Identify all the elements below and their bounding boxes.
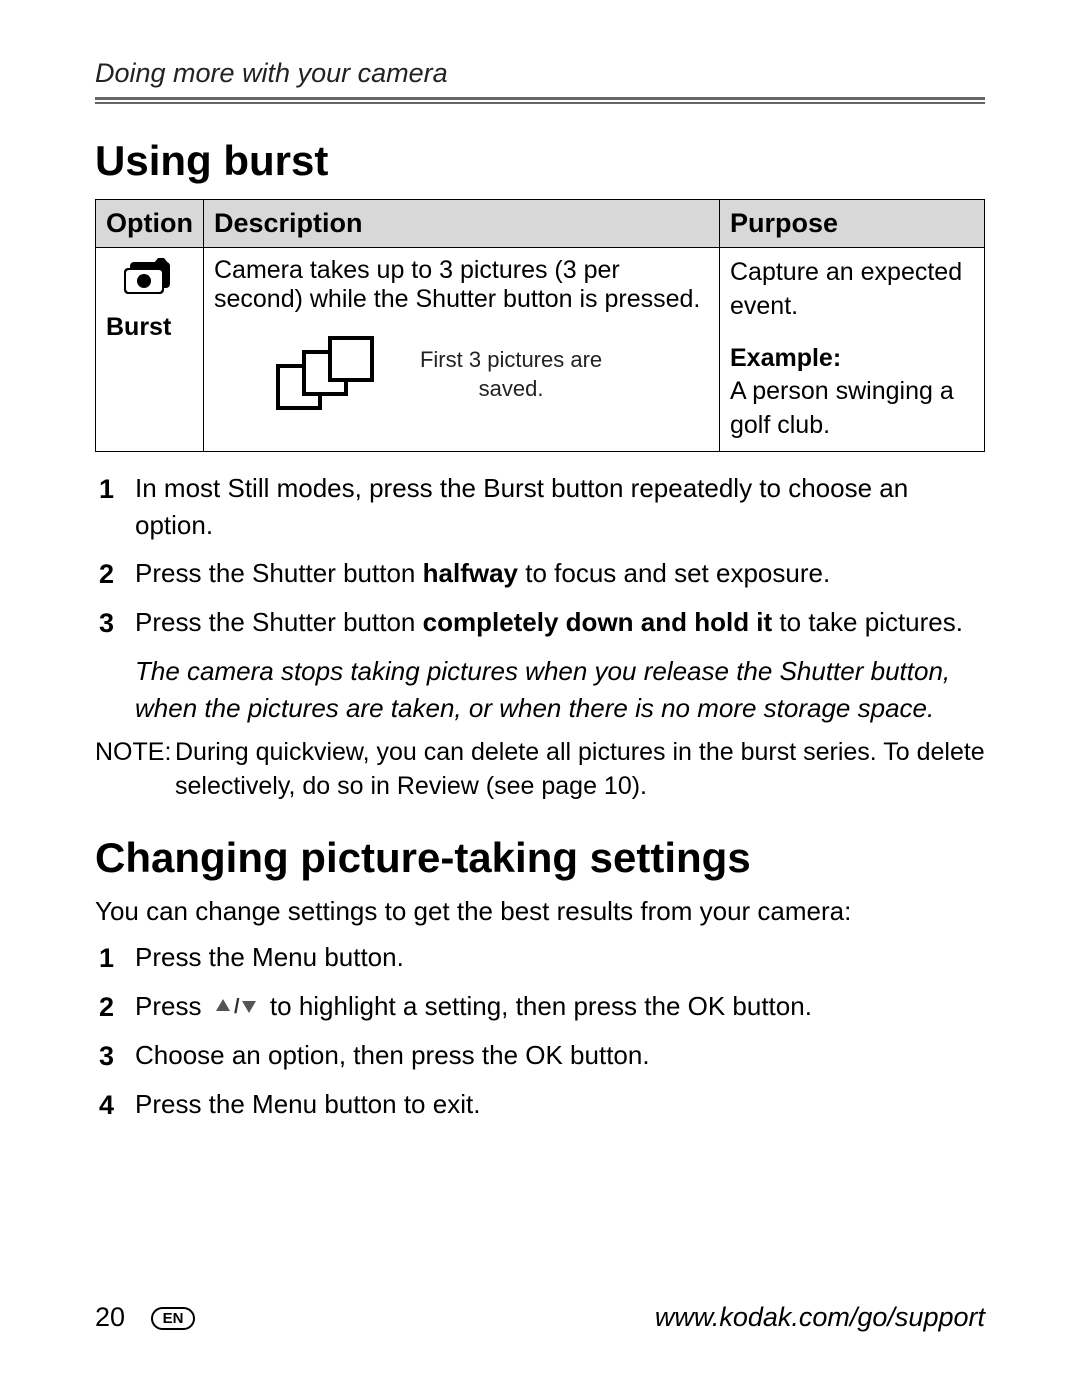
caption-line1: First 3 pictures are bbox=[420, 347, 602, 372]
step-3-text: Press the Shutter button completely down… bbox=[135, 604, 963, 643]
cell-purpose: Capture an expected event. Example: A pe… bbox=[720, 248, 985, 452]
s2-step-2: Press / to highlight a setting, then pre… bbox=[99, 988, 985, 1027]
header-double-rule bbox=[95, 97, 985, 103]
purpose-top: Capture an expected event. bbox=[730, 258, 962, 320]
section2-steps: Press the Menu button. Press / to highli… bbox=[99, 939, 985, 1126]
desc-small-caption: First 3 pictures are saved. bbox=[420, 346, 602, 403]
step-2-text: Press the Shutter button halfway to focu… bbox=[135, 555, 830, 594]
step-1-text: In most Still modes, press the Burst but… bbox=[135, 470, 985, 545]
s2-step-3: Choose an option, then press the OK butt… bbox=[99, 1037, 985, 1076]
italic-note-block: The camera stops taking pictures when yo… bbox=[135, 653, 985, 726]
note-label: NOTE: bbox=[95, 736, 175, 804]
three-rect-stack-icon bbox=[274, 336, 384, 414]
s2-step-4: Press the Menu button to exit. bbox=[99, 1086, 985, 1125]
step-1: In most Still modes, press the Burst but… bbox=[99, 470, 985, 545]
s2-step2-text: Press / to highlight a setting, then pre… bbox=[135, 988, 812, 1027]
s2-step2-suffix: to highlight a setting, then press the O… bbox=[263, 991, 812, 1021]
s2-step3-text: Choose an option, then press the OK butt… bbox=[135, 1037, 650, 1076]
section1-steps: In most Still modes, press the Burst but… bbox=[99, 470, 985, 644]
section-title-using-burst: Using burst bbox=[95, 137, 985, 185]
note-text: During quickview, you can delete all pic… bbox=[175, 736, 985, 804]
table-row: Burst Camera takes up to 3 pictures (3 p… bbox=[96, 248, 985, 452]
running-header: Doing more with your camera bbox=[95, 58, 985, 89]
s2-step1-text: Press the Menu button. bbox=[135, 939, 404, 978]
s2-step-1: Press the Menu button. bbox=[99, 939, 985, 978]
note-block: NOTE: During quickview, you can delete a… bbox=[95, 736, 985, 804]
s2-step2-prefix: Press bbox=[135, 991, 209, 1021]
page-number: 20 bbox=[95, 1302, 125, 1332]
col-header-option: Option bbox=[96, 200, 204, 248]
caption-line2: saved. bbox=[479, 376, 544, 401]
col-header-description: Description bbox=[203, 200, 719, 248]
step2-bold: halfway bbox=[423, 558, 518, 588]
table-header-row: Option Description Purpose bbox=[96, 200, 985, 248]
purpose-example-text: A person swinging a golf club. bbox=[730, 377, 954, 439]
option-label-burst: Burst bbox=[106, 313, 193, 342]
cell-option: Burst bbox=[96, 248, 204, 452]
section2-intro: You can change settings to get the best … bbox=[95, 896, 985, 927]
burst-options-table: Option Description Purpose Burst Camera … bbox=[95, 199, 985, 452]
desc-illustration-row: First 3 pictures are saved. bbox=[274, 336, 709, 414]
section-title-changing-settings: Changing picture-taking settings bbox=[95, 834, 985, 882]
lang-badge: EN bbox=[151, 1307, 196, 1330]
cell-description: Camera takes up to 3 pictures (3 per sec… bbox=[203, 248, 719, 452]
footer-url: www.kodak.com/go/support bbox=[655, 1302, 985, 1333]
purpose-example-label: Example: bbox=[730, 342, 974, 376]
step3-bold: completely down and hold it bbox=[423, 607, 773, 637]
s2-step4-text: Press the Menu button to exit. bbox=[135, 1086, 480, 1125]
svg-text:/: / bbox=[234, 996, 240, 1016]
step-3: Press the Shutter button completely down… bbox=[99, 604, 985, 643]
burst-icon bbox=[120, 256, 178, 302]
footer-left: 20 EN bbox=[95, 1302, 195, 1333]
step-2: Press the Shutter button halfway to focu… bbox=[99, 555, 985, 594]
desc-top-text: Camera takes up to 3 pictures (3 per sec… bbox=[214, 256, 700, 313]
page-footer: 20 EN www.kodak.com/go/support bbox=[95, 1302, 985, 1333]
up-down-arrow-icon: / bbox=[213, 989, 259, 1027]
col-header-purpose: Purpose bbox=[720, 200, 985, 248]
